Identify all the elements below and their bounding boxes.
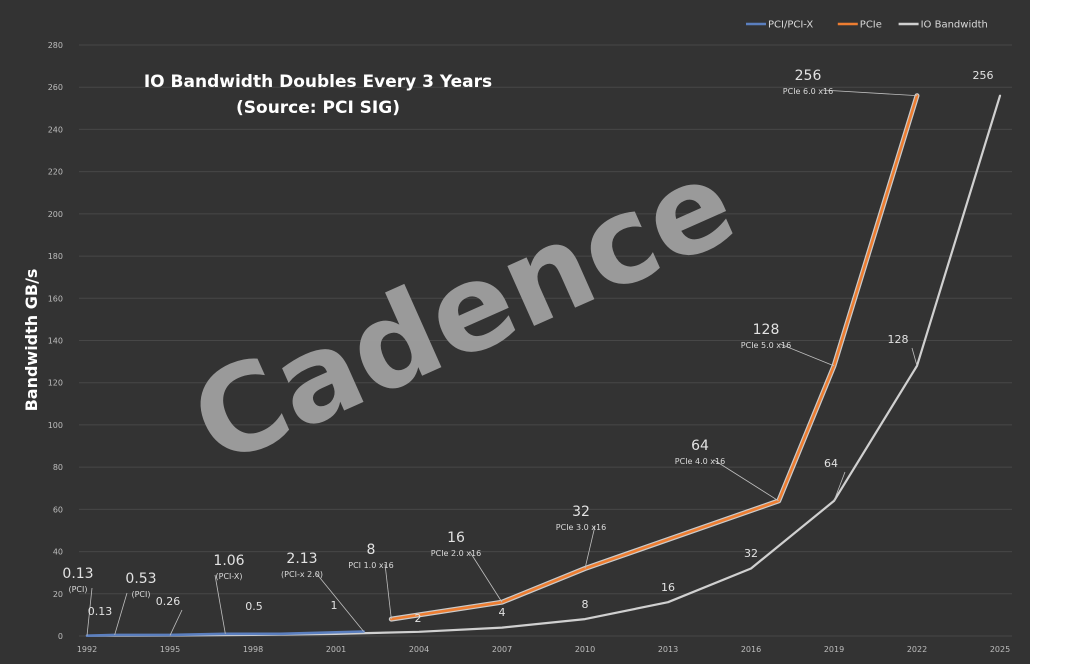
y-tick-label: 280 — [48, 41, 63, 50]
data-label-sub: PCIe 5.0 x16 — [741, 341, 791, 350]
x-tick-label: 2013 — [658, 645, 678, 654]
y-tick-label: 60 — [53, 505, 63, 514]
x-tick-label: 2019 — [824, 645, 844, 654]
annotation-leader-line — [384, 563, 392, 620]
data-label-value: 8 — [582, 598, 589, 611]
x-tick-label: 2025 — [990, 645, 1010, 654]
annotation-leader-line — [833, 471, 846, 502]
annotation-leader-line — [169, 609, 183, 636]
y-tick-label: 180 — [48, 252, 63, 261]
x-tick-label: 1998 — [243, 645, 263, 654]
y-axis-ticks: 0 20 40 60 80 100 120 140 160 180 200 220 240 260 280 — [48, 41, 63, 641]
chart-container: 0 20 40 60 80 100 120 140 160 180 200 220 240 260 2 8 0 … — [0, 0, 1030, 664]
bandwidth-line-chart: 0 20 40 60 80 100 120 140 160 180 200 220 240 260 2 8 0 … — [0, 0, 1030, 664]
x-tick-label: 2004 — [409, 645, 429, 654]
y-tick-label: 20 — [53, 590, 63, 599]
legend-label-io-bandwidth: IO Bandwidth — [921, 20, 988, 31]
y-tick-label: 160 — [48, 294, 63, 303]
data-label-value: 0.13 — [88, 605, 113, 618]
data-label-value: 128 — [888, 333, 909, 346]
legend-label-pci-pci-x: PCI/PCI-X — [768, 20, 813, 31]
data-label-value: 64 — [691, 438, 709, 454]
data-label-sub: (PCI-x 2.0) — [281, 570, 323, 579]
data-label-value: 128 — [753, 322, 780, 338]
annotation-leader-line — [469, 551, 503, 603]
annotation-leader-line — [821, 89, 918, 97]
y-tick-label: 200 — [48, 210, 63, 219]
data-label-sub: PCIe 4.0 x16 — [675, 457, 725, 466]
legend-label-pcie: PCIe — [860, 20, 882, 31]
data-label-value: 64 — [824, 457, 838, 470]
chart-subtitle: (Source: PCI SIG) — [236, 98, 400, 118]
series-line-pcie — [390, 94, 919, 621]
y-tick-label: 240 — [48, 125, 63, 134]
data-label-value: 0.53 — [125, 571, 156, 587]
data-label-sub: PCIe 2.0 x16 — [431, 549, 481, 558]
legend: PCI/PCI-X PCIe IO Bandwidth — [746, 20, 988, 31]
data-label-value: 1 — [331, 599, 338, 612]
y-tick-label: 120 — [48, 379, 63, 388]
x-tick-label: 2010 — [575, 645, 595, 654]
data-label-sub: (PCI) — [68, 585, 87, 594]
x-tick-label: 2001 — [326, 645, 346, 654]
x-tick-label: 2007 — [492, 645, 512, 654]
annotation-leader-line — [315, 572, 364, 632]
data-labels: 0.13 (PCI) 0.53 (PCI) 1.06 (PCI-X) 2.13 (PCI-x … — [62, 68, 993, 625]
data-label-sub: (PCI-X) — [216, 572, 243, 581]
gridlines — [79, 44, 1012, 637]
chart-title: IO Bandwidth Doubles Every 3 Years — [144, 72, 492, 92]
annotation-leaders — [86, 89, 918, 636]
data-label-value: 2.13 — [286, 551, 317, 567]
data-label-value: 0.26 — [156, 595, 181, 608]
y-tick-label: 40 — [53, 548, 63, 557]
data-label-value: 0.5 — [245, 600, 263, 613]
x-axis-ticks: 1992 1995 1998 2001 2004 2007 2010 2013 2016 2019… — [77, 645, 1010, 654]
x-tick-label: 1995 — [160, 645, 180, 654]
annotation-leader-line — [713, 459, 779, 502]
series-line-pci-pci-x — [85, 630, 365, 637]
data-label-value: 32 — [744, 547, 758, 560]
data-label-value: 32 — [572, 504, 590, 520]
x-tick-label: 1992 — [77, 645, 97, 654]
data-label-value: 2 — [415, 612, 422, 625]
data-label-value: 16 — [447, 530, 465, 546]
y-tick-label: 0 — [58, 632, 63, 641]
annotation-leader-line — [911, 347, 918, 366]
data-label-value: 256 — [973, 69, 994, 82]
y-tick-label: 260 — [48, 83, 63, 92]
data-label-sub: PCI 1.0 x16 — [348, 561, 394, 570]
annotation-leader-line — [114, 592, 128, 635]
annotation-leader-line — [779, 343, 835, 367]
data-label-value: 0.13 — [62, 566, 93, 582]
data-label-sub: PCIe 6.0 x16 — [783, 87, 833, 96]
data-label-value: 4 — [499, 606, 506, 619]
data-label-value: 256 — [795, 68, 822, 84]
y-axis-title: Bandwidth GB/s — [22, 269, 41, 412]
annotation-leader-line — [86, 587, 93, 636]
y-tick-label: 80 — [53, 463, 63, 472]
series-lines — [85, 93, 1002, 637]
x-tick-label: 2022 — [907, 645, 927, 654]
y-tick-label: 220 — [48, 168, 63, 177]
data-label-value: 8 — [367, 542, 376, 558]
chart-background — [0, 0, 1030, 664]
y-tick-label: 140 — [48, 337, 63, 346]
y-tick-label: 100 — [48, 421, 63, 430]
data-label-sub: PCIe 3.0 x16 — [556, 523, 606, 532]
annotation-leader-line — [584, 525, 596, 569]
annotation-leader-line — [214, 574, 226, 634]
data-label-sub: (PCI) — [131, 590, 150, 599]
data-label-value: 16 — [661, 581, 675, 594]
data-label-value: 1.06 — [213, 553, 244, 569]
x-tick-label: 2016 — [741, 645, 761, 654]
